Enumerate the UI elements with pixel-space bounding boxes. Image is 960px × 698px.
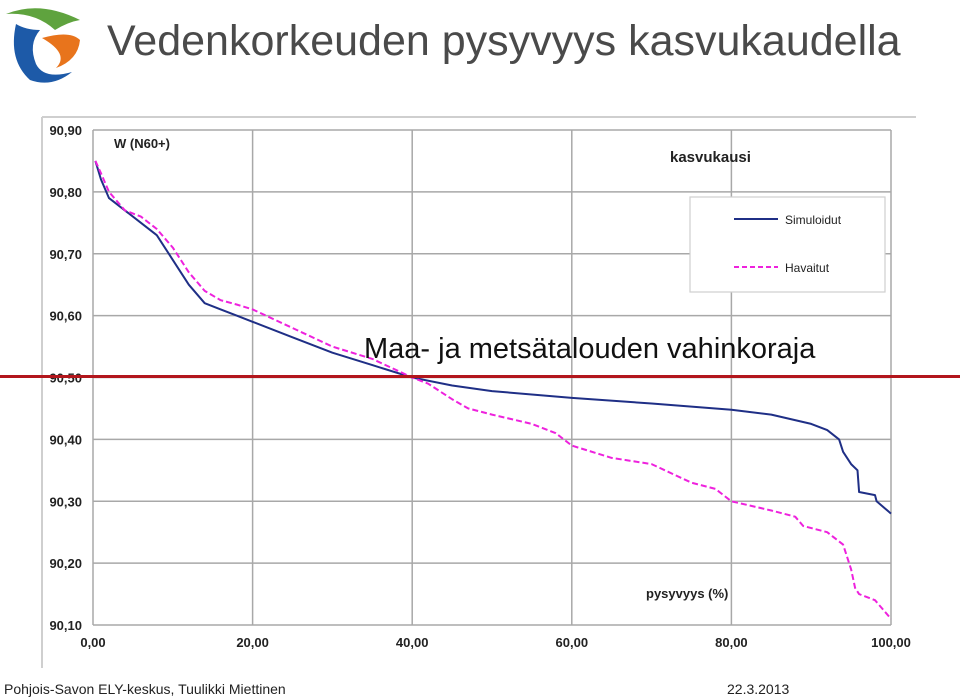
x-tick-label: 80,00 bbox=[715, 635, 748, 650]
slide-title: Vedenkorkeuden pysyvyys kasvukaudella bbox=[107, 17, 901, 65]
y-tick-label: 90,20 bbox=[49, 556, 82, 571]
x-tick-label: 0,00 bbox=[80, 635, 105, 650]
y-axis-label: W (N60+) bbox=[114, 136, 170, 151]
y-tick-label: 90,40 bbox=[49, 432, 82, 447]
footer-left: Pohjois-Savon ELY-keskus, Tuulikki Miett… bbox=[4, 681, 286, 697]
chart-title: kasvukausi bbox=[670, 149, 751, 166]
x-tick-label: 40,00 bbox=[396, 635, 429, 650]
series-lines bbox=[94, 160, 892, 620]
logo-green-leaf bbox=[6, 8, 80, 30]
y-tick-label: 90,80 bbox=[49, 185, 82, 200]
y-tick-label: 90,60 bbox=[49, 309, 82, 324]
legend-label-simulated: Simuloidut bbox=[785, 213, 842, 227]
x-tick-label: 60,00 bbox=[556, 635, 589, 650]
series-line-simulated bbox=[94, 160, 892, 515]
y-tick-label: 90,30 bbox=[49, 494, 82, 509]
logo-orange-leaf bbox=[42, 34, 80, 68]
x-tick-label: 20,00 bbox=[236, 635, 269, 650]
footer-date: 22.3.2013 bbox=[727, 681, 790, 697]
y-tick-labels: 90,9090,8090,7090,6090,5090,4090,3090,20… bbox=[49, 123, 82, 633]
x-axis-label: pysyvyys (%) bbox=[646, 586, 728, 601]
x-tick-label: 100,00 bbox=[871, 635, 911, 650]
legend: Simuloidut Havaitut bbox=[689, 196, 886, 293]
ely-logo bbox=[6, 8, 80, 83]
x-tick-labels: 0,00 20,00 40,00 60,00 80,00 100,00 bbox=[80, 635, 911, 650]
legend-box bbox=[689, 196, 886, 293]
logo-blue-leaf bbox=[13, 24, 72, 83]
legend-label-observed: Havaitut bbox=[785, 261, 830, 275]
y-tick-label: 90,70 bbox=[49, 247, 82, 262]
y-tick-label: 90,90 bbox=[49, 123, 82, 138]
threshold-label: Maa- ja metsätalouden vahinkoraja bbox=[364, 333, 816, 365]
y-tick-label: 90,10 bbox=[49, 618, 82, 633]
